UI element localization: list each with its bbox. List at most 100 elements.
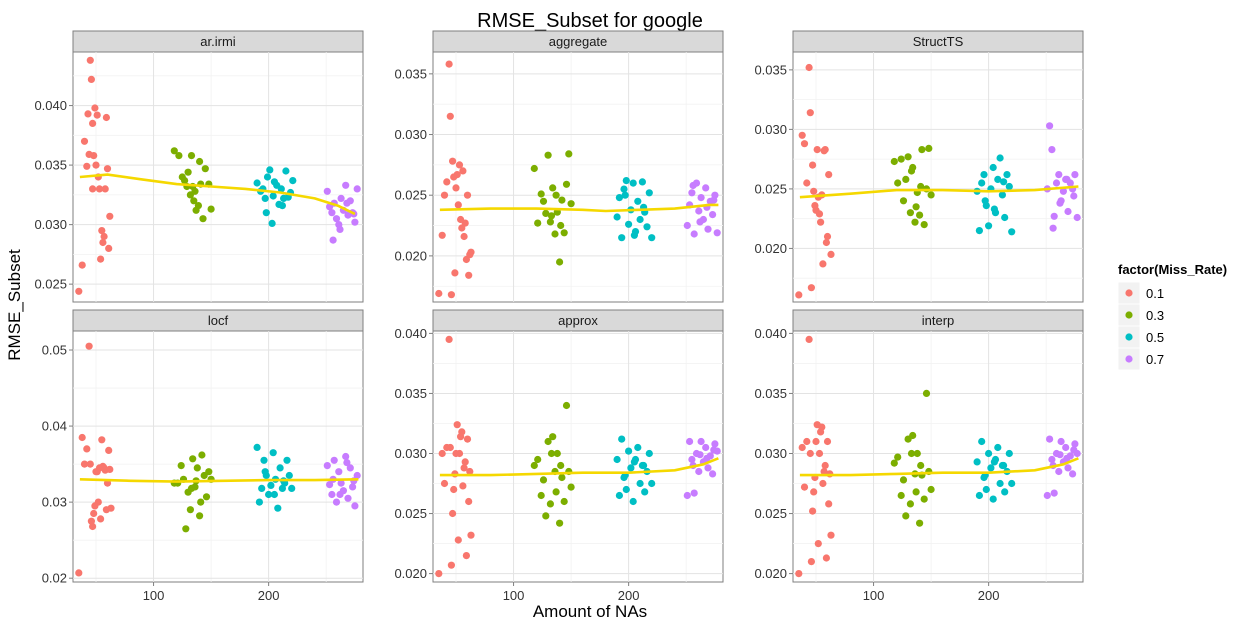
data-point bbox=[978, 437, 986, 446]
data-point bbox=[648, 479, 656, 488]
data-point bbox=[91, 104, 99, 112]
y-tick-label: 0.02 bbox=[42, 571, 67, 586]
data-point bbox=[205, 468, 213, 476]
legend-key-0-7: 0.7 bbox=[1117, 347, 1164, 371]
data-point bbox=[998, 191, 1007, 199]
data-point bbox=[618, 435, 626, 443]
data-point bbox=[987, 464, 995, 472]
data-point bbox=[1000, 461, 1008, 470]
legend-label: 0.7 bbox=[1146, 352, 1164, 367]
data-point bbox=[819, 479, 827, 488]
y-tick-label: 0.035 bbox=[394, 66, 427, 81]
data-point bbox=[99, 238, 107, 247]
data-point bbox=[897, 155, 905, 163]
data-point bbox=[95, 185, 104, 193]
data-point bbox=[1071, 440, 1079, 448]
data-point bbox=[806, 109, 814, 117]
x-tick-label: 200 bbox=[618, 588, 640, 603]
data-point bbox=[101, 185, 109, 193]
smooth-line bbox=[799, 185, 1079, 199]
y-axis-label: RMSE_Subset bbox=[5, 249, 24, 361]
data-point bbox=[342, 452, 350, 461]
data-point bbox=[187, 152, 196, 160]
data-point bbox=[351, 502, 359, 510]
data-point bbox=[261, 468, 269, 476]
data-point bbox=[175, 152, 183, 160]
data-point bbox=[534, 455, 542, 464]
y-tick-label: 0.05 bbox=[42, 343, 67, 358]
data-point bbox=[809, 161, 817, 169]
data-point bbox=[276, 464, 284, 472]
data-point bbox=[332, 215, 341, 223]
legend-key-0-3: 0.3 bbox=[1117, 303, 1164, 327]
data-point bbox=[821, 146, 829, 154]
data-point bbox=[917, 182, 925, 191]
data-point bbox=[562, 180, 571, 188]
data-point bbox=[353, 185, 361, 193]
data-point bbox=[105, 244, 113, 252]
data-point bbox=[634, 443, 642, 452]
data-point bbox=[451, 269, 459, 277]
smooth-line bbox=[439, 457, 719, 477]
data-point bbox=[80, 137, 89, 145]
data-point bbox=[1064, 207, 1072, 216]
data-point bbox=[289, 177, 297, 185]
data-point bbox=[795, 291, 803, 299]
data-point bbox=[547, 449, 556, 458]
data-point bbox=[823, 232, 832, 241]
data-point bbox=[994, 443, 1002, 452]
data-point bbox=[342, 181, 350, 189]
data-point bbox=[105, 446, 113, 454]
y-tick-label: 0.020 bbox=[394, 248, 427, 263]
smooth-line bbox=[439, 203, 719, 213]
data-point bbox=[899, 476, 908, 484]
panel-structts: StructTS 0.020 0.025 0.030 0.035 bbox=[754, 30, 1084, 303]
data-point bbox=[996, 154, 1004, 162]
facet-strip-label: approx bbox=[558, 313, 598, 328]
plot-panel bbox=[72, 330, 364, 583]
data-point bbox=[326, 481, 334, 489]
data-point bbox=[97, 255, 105, 263]
data-point bbox=[800, 140, 809, 148]
data-point bbox=[446, 443, 454, 452]
data-point bbox=[285, 471, 293, 480]
data-point bbox=[811, 202, 819, 210]
data-point bbox=[978, 179, 986, 187]
data-point bbox=[906, 500, 915, 508]
data-point bbox=[643, 223, 651, 231]
data-point bbox=[622, 485, 630, 494]
y-tick-label: 0.025 bbox=[34, 277, 67, 292]
data-point bbox=[549, 184, 557, 192]
smooth-line bbox=[79, 478, 359, 483]
data-point bbox=[918, 146, 926, 154]
data-point bbox=[201, 165, 209, 173]
data-point bbox=[899, 197, 908, 205]
data-point bbox=[459, 167, 467, 175]
data-point bbox=[613, 213, 621, 221]
data-point bbox=[181, 177, 189, 185]
smooth-line bbox=[799, 457, 1079, 477]
data-point bbox=[562, 401, 571, 410]
data-point bbox=[990, 458, 999, 466]
data-point bbox=[902, 175, 910, 183]
legend-key-0-5: 0.5 bbox=[1117, 325, 1164, 349]
data-point bbox=[283, 456, 291, 464]
data-point bbox=[645, 189, 653, 197]
data-point bbox=[982, 485, 990, 494]
data-point bbox=[912, 488, 920, 496]
data-point bbox=[985, 449, 993, 458]
y-tick-label: 0.020 bbox=[754, 241, 787, 256]
data-point bbox=[909, 431, 917, 440]
data-point bbox=[922, 389, 931, 397]
facet-strip-label: StructTS bbox=[913, 34, 964, 49]
data-point bbox=[795, 570, 803, 578]
data-point bbox=[805, 335, 813, 343]
data-point bbox=[622, 177, 630, 185]
data-point bbox=[557, 461, 565, 470]
y-tick-label: 0.035 bbox=[754, 386, 787, 401]
data-point bbox=[1008, 228, 1016, 236]
data-point bbox=[552, 488, 560, 496]
data-point bbox=[1063, 454, 1071, 462]
data-point bbox=[269, 192, 277, 200]
data-point bbox=[438, 449, 446, 458]
